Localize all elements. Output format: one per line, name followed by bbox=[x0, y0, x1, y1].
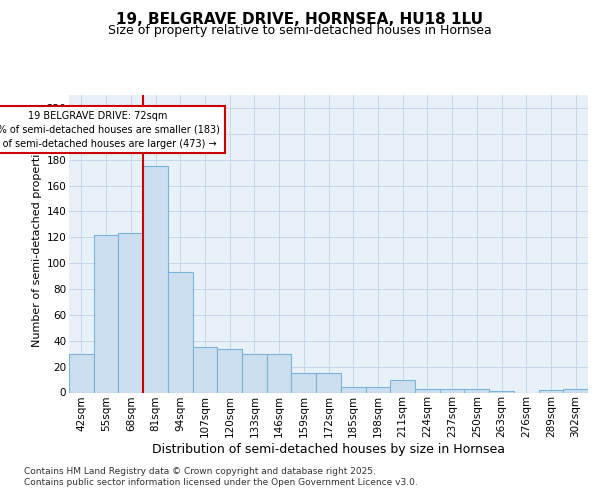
Y-axis label: Number of semi-detached properties: Number of semi-detached properties bbox=[32, 141, 43, 347]
Bar bbox=[365, 388, 390, 392]
Bar bbox=[489, 391, 514, 392]
Text: Size of property relative to semi-detached houses in Hornsea: Size of property relative to semi-detach… bbox=[108, 24, 492, 37]
Bar bbox=[143, 166, 168, 392]
Text: Contains public sector information licensed under the Open Government Licence v3: Contains public sector information licen… bbox=[24, 478, 418, 487]
Bar bbox=[464, 388, 489, 392]
Bar bbox=[217, 348, 242, 393]
Bar bbox=[94, 234, 118, 392]
X-axis label: Distribution of semi-detached houses by size in Hornsea: Distribution of semi-detached houses by … bbox=[152, 443, 505, 456]
Bar bbox=[440, 388, 464, 392]
Bar bbox=[69, 354, 94, 393]
Bar bbox=[292, 373, 316, 392]
Bar bbox=[341, 388, 365, 392]
Text: 19, BELGRAVE DRIVE, HORNSEA, HU18 1LU: 19, BELGRAVE DRIVE, HORNSEA, HU18 1LU bbox=[116, 12, 484, 28]
Bar bbox=[539, 390, 563, 392]
Bar bbox=[193, 347, 217, 393]
Bar bbox=[390, 380, 415, 392]
Bar bbox=[267, 354, 292, 393]
Bar bbox=[316, 373, 341, 392]
Text: Contains HM Land Registry data © Crown copyright and database right 2025.: Contains HM Land Registry data © Crown c… bbox=[24, 467, 376, 476]
Bar bbox=[118, 234, 143, 392]
Bar bbox=[563, 388, 588, 392]
Bar bbox=[168, 272, 193, 392]
Bar bbox=[415, 388, 440, 392]
Bar bbox=[242, 354, 267, 393]
Text: 19 BELGRAVE DRIVE: 72sqm
← 28% of semi-detached houses are smaller (183)
71% of : 19 BELGRAVE DRIVE: 72sqm ← 28% of semi-d… bbox=[0, 110, 220, 148]
